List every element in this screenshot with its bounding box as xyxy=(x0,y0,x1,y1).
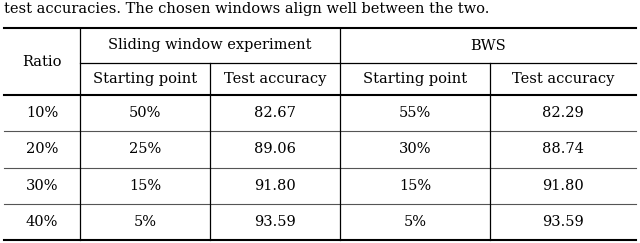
Text: 93.59: 93.59 xyxy=(542,215,584,229)
Text: Starting point: Starting point xyxy=(363,72,467,86)
Text: 20%: 20% xyxy=(26,142,58,156)
Text: 5%: 5% xyxy=(134,215,157,229)
Text: 55%: 55% xyxy=(399,106,431,120)
Text: 93.59: 93.59 xyxy=(254,215,296,229)
Text: Ratio: Ratio xyxy=(22,54,61,69)
Text: Sliding window experiment: Sliding window experiment xyxy=(108,38,312,52)
Text: test accuracies. The chosen windows align well between the two.: test accuracies. The chosen windows alig… xyxy=(4,2,490,16)
Text: 82.29: 82.29 xyxy=(542,106,584,120)
Text: 10%: 10% xyxy=(26,106,58,120)
Text: 30%: 30% xyxy=(399,142,431,156)
Text: 40%: 40% xyxy=(26,215,58,229)
Text: 91.80: 91.80 xyxy=(542,179,584,193)
Text: 5%: 5% xyxy=(403,215,426,229)
Text: 15%: 15% xyxy=(129,179,161,193)
Text: 82.67: 82.67 xyxy=(254,106,296,120)
Text: 91.80: 91.80 xyxy=(254,179,296,193)
Text: Test accuracy: Test accuracy xyxy=(224,72,326,86)
Text: 15%: 15% xyxy=(399,179,431,193)
Text: Test accuracy: Test accuracy xyxy=(512,72,614,86)
Text: BWS: BWS xyxy=(470,38,506,52)
Text: 88.74: 88.74 xyxy=(542,142,584,156)
Text: 25%: 25% xyxy=(129,142,161,156)
Text: 30%: 30% xyxy=(26,179,58,193)
Text: Starting point: Starting point xyxy=(93,72,197,86)
Text: 50%: 50% xyxy=(129,106,161,120)
Text: 89.06: 89.06 xyxy=(254,142,296,156)
